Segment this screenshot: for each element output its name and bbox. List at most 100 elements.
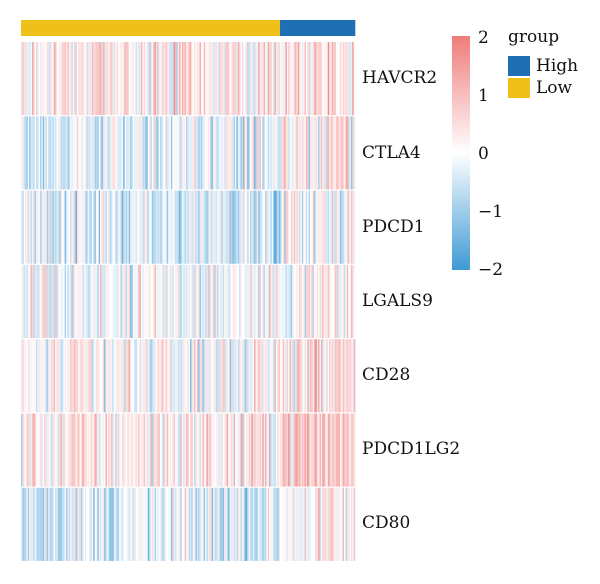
heatmap-cell <box>191 487 194 561</box>
heatmap-cell <box>55 42 57 116</box>
heatmap-cell <box>239 413 241 487</box>
heatmap-cell <box>210 116 213 190</box>
heatmap-cell <box>335 339 338 413</box>
heatmap-cell <box>240 339 243 413</box>
heatmap-cell <box>195 116 198 190</box>
heatmap-cell <box>322 190 324 264</box>
heatmap-cell <box>60 487 63 561</box>
heatmap-cell <box>120 190 123 264</box>
heatmap-cell <box>29 190 31 264</box>
heatmap-cell <box>136 264 139 338</box>
heatmap-cell <box>22 42 25 116</box>
heatmap-cell <box>323 413 326 487</box>
heatmap-cell <box>29 487 31 561</box>
heatmap-cell <box>304 413 307 487</box>
heatmap-cell <box>127 42 130 116</box>
heatmap-cell <box>202 42 205 116</box>
heatmap-cell <box>164 116 166 190</box>
heatmap-cell <box>70 487 72 561</box>
heatmap-cell <box>232 264 235 338</box>
heatmap-cell <box>181 116 184 190</box>
heatmap-cell <box>175 116 177 190</box>
heatmap-cell <box>190 264 192 338</box>
heatmap-cell <box>150 264 153 338</box>
heatmap-cell <box>146 413 149 487</box>
heatmap-cell <box>289 339 292 413</box>
heatmap-cell <box>71 190 74 264</box>
heatmap-cell <box>40 413 42 487</box>
heatmap-cell <box>295 264 297 338</box>
heatmap-cell <box>175 42 177 116</box>
heatmap-cell <box>40 116 42 190</box>
heatmap-cell <box>285 487 288 561</box>
heatmap-cell <box>228 42 230 116</box>
heatmap-cell <box>228 190 230 264</box>
heatmap-cell <box>143 42 146 116</box>
heatmap-cell <box>50 42 53 116</box>
heatmap-cell <box>230 413 233 487</box>
heatmap-cell <box>285 264 288 338</box>
heatmap-cell <box>198 190 200 264</box>
heatmap-cell <box>100 190 102 264</box>
heatmap-cell <box>284 116 286 190</box>
heatmap-cell <box>297 413 300 487</box>
heatmap-cell <box>128 339 131 413</box>
heatmap-cell <box>316 190 319 264</box>
heatmap-cell <box>78 264 80 338</box>
heatmap-cell <box>158 413 161 487</box>
heatmap-cell <box>213 264 215 338</box>
heatmap-cell <box>56 116 59 190</box>
heatmap-cell <box>218 42 221 116</box>
heatmap-cell <box>288 42 290 116</box>
group-bar-high <box>280 20 356 36</box>
heatmap-cell <box>91 339 94 413</box>
heatmap-cell <box>252 339 255 413</box>
heatmap-cell <box>326 413 329 487</box>
heatmap-cell <box>30 42 33 116</box>
heatmap-cell <box>247 264 250 338</box>
heatmap-cell <box>98 42 101 116</box>
heatmap-cell <box>259 264 262 338</box>
heatmap-cell <box>31 339 34 413</box>
heatmap-cell <box>44 264 46 338</box>
heatmap-cell <box>278 42 281 116</box>
heatmap-cell <box>200 413 203 487</box>
heatmap-cell <box>295 413 297 487</box>
heatmap-cell <box>106 264 109 338</box>
heatmap-cell <box>138 339 140 413</box>
heatmap-cell <box>80 264 83 338</box>
heatmap-cell <box>286 190 289 264</box>
heatmap-cell <box>67 413 70 487</box>
heatmap-cell <box>274 190 277 264</box>
heatmap-cell <box>297 339 300 413</box>
heatmap-cell <box>275 42 278 116</box>
heatmap-cell <box>153 42 155 116</box>
heatmap-cell <box>241 190 244 264</box>
heatmap-cell <box>243 487 245 561</box>
heatmap-cell <box>322 413 324 487</box>
heatmap-cell <box>258 190 260 264</box>
heatmap-cell <box>184 42 187 116</box>
heatmap-cell <box>184 413 187 487</box>
heatmap-cell <box>312 487 315 561</box>
heatmap-cell <box>239 116 241 190</box>
heatmap-cell <box>150 413 153 487</box>
heatmap-cell <box>325 42 327 116</box>
heatmap-cell <box>78 42 80 116</box>
heatmap-cell <box>143 413 146 487</box>
heatmap-cell <box>333 190 335 264</box>
heatmap-cell <box>241 42 244 116</box>
heatmap-cell <box>160 42 162 116</box>
heatmap-cell <box>263 42 266 116</box>
heatmap-cell <box>183 190 185 264</box>
heatmap-cell <box>26 190 29 264</box>
heatmap-cell <box>48 190 50 264</box>
heatmap-cell <box>61 487 64 561</box>
heatmap-cell <box>280 190 282 264</box>
heatmap-cell <box>46 116 49 190</box>
heatmap-cell <box>161 413 164 487</box>
heatmap-cell <box>106 190 109 264</box>
heatmap-cell <box>353 42 356 116</box>
heatmap-cell <box>31 190 34 264</box>
heatmap-cell <box>229 116 232 190</box>
